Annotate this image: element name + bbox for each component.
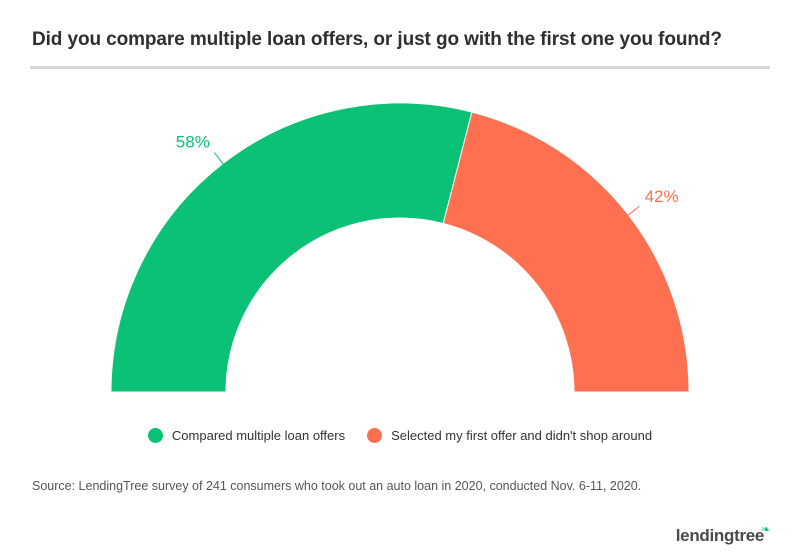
lendingtree-logo: lendingtree❧ xyxy=(675,523,771,546)
legend-item-compared: Compared multiple loan offers xyxy=(147,428,346,443)
legend-label-first-offer: Selected my first offer and didn't shop … xyxy=(391,428,653,443)
source-note: Source: LendingTree survey of 241 consum… xyxy=(32,479,642,493)
data-label-1: 42% xyxy=(645,187,679,206)
legend-label-compared: Compared multiple loan offers xyxy=(171,428,346,443)
legend: Compared multiple loan offers Selected m… xyxy=(0,428,800,443)
legend-swatch-compared xyxy=(147,428,163,443)
logo-text: lendingtree xyxy=(675,526,765,545)
title-divider xyxy=(30,66,770,69)
data-label-0: 58% xyxy=(176,132,210,151)
half-donut-chart: 58% 42% xyxy=(110,102,690,393)
chart-title: Did you compare multiple loan offers, or… xyxy=(32,29,722,50)
legend-item-first-offer: Selected my first offer and didn't shop … xyxy=(367,428,652,443)
leader-line-1 xyxy=(624,205,640,218)
slice-1 xyxy=(442,111,690,393)
slice-0 xyxy=(110,102,473,393)
leader-line-0 xyxy=(213,152,226,168)
leaf-icon: ❧ xyxy=(761,524,770,536)
legend-swatch-first-offer xyxy=(367,428,383,443)
